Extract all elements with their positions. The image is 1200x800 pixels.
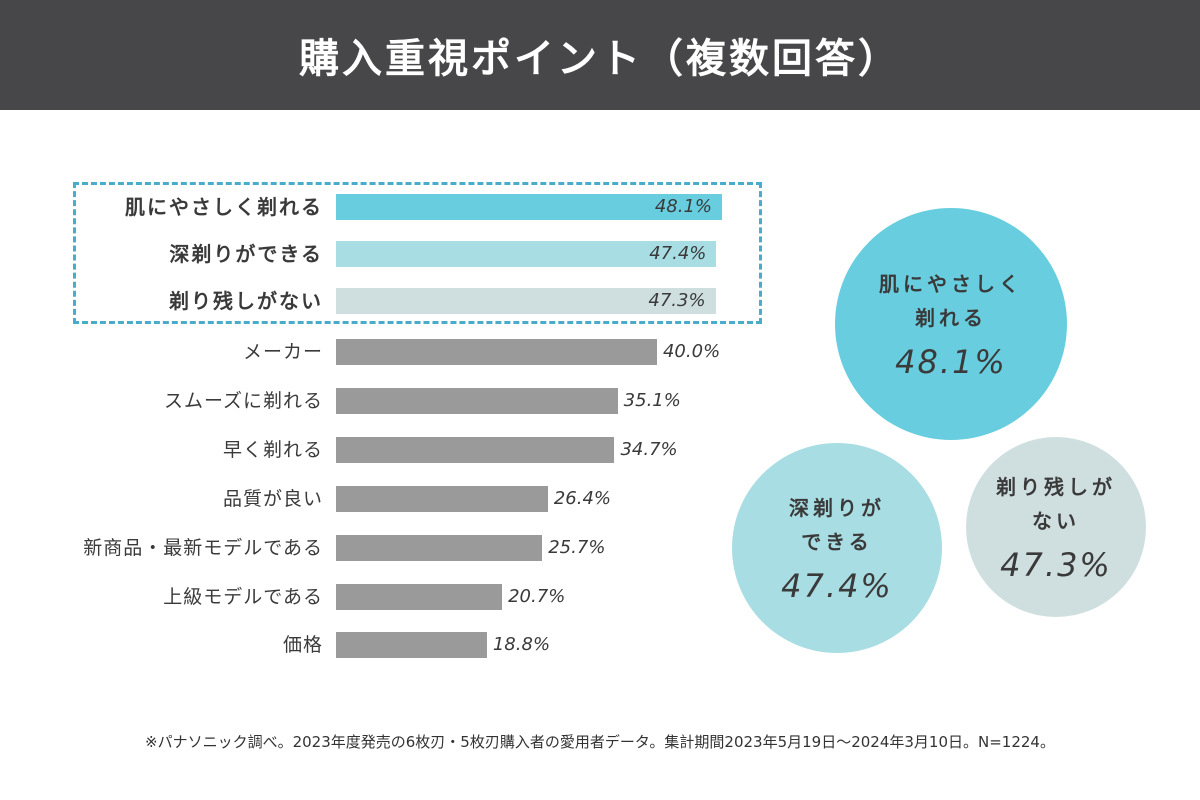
circle-label-line: 肌にやさしく bbox=[879, 272, 1023, 296]
bar-category-label: メーカー bbox=[242, 341, 323, 363]
bar-value-label: 20.7% bbox=[508, 586, 566, 607]
circle-label-line: 剃れる bbox=[915, 306, 987, 330]
bar-category-label: 早く剃れる bbox=[222, 439, 323, 461]
bar-row: 剃り残しがない 47.3% bbox=[0, 288, 760, 314]
top3-highlight-box bbox=[73, 182, 762, 324]
bar-value-label: 34.7% bbox=[620, 439, 678, 460]
header-banner: 購入重視ポイント（複数回答） bbox=[0, 0, 1200, 110]
circle-top2: 深剃りが できる 47.4% bbox=[732, 443, 942, 653]
bar-value-label: 47.4% bbox=[649, 243, 707, 264]
bar-row: 価格 18.8% bbox=[0, 632, 760, 658]
circle-value: 47.3% bbox=[1000, 546, 1112, 584]
circle-value: 48.1% bbox=[895, 343, 1007, 381]
bar-category-label: 肌にやさしく剃れる bbox=[125, 195, 323, 219]
bar-row: メーカー 40.0% bbox=[0, 339, 760, 365]
bar bbox=[336, 632, 487, 658]
bar-row: 上級モデルである 20.7% bbox=[0, 584, 760, 610]
bar bbox=[336, 584, 503, 610]
circle-value: 47.4% bbox=[781, 567, 893, 605]
circle-label-line: 剃り残しが bbox=[996, 475, 1116, 499]
bar bbox=[336, 194, 722, 220]
bar bbox=[336, 535, 543, 561]
circle-label-line: ない bbox=[1032, 509, 1080, 533]
chart-title: 購入重視ポイント（複数回答） bbox=[299, 36, 901, 82]
bar-row: 新商品・最新モデルである 25.7% bbox=[0, 535, 760, 561]
bar-value-label: 18.8% bbox=[492, 634, 551, 655]
bar bbox=[336, 339, 657, 365]
bar-category-label: 上級モデルである bbox=[163, 586, 323, 608]
bar bbox=[336, 388, 618, 414]
bar-value-label: 26.4% bbox=[553, 488, 612, 509]
circle-top3: 剃り残しが ない 47.3% bbox=[966, 437, 1146, 617]
bar-category-label: スムーズに剃れる bbox=[163, 390, 323, 412]
bar-row: スムーズに剃れる 35.1% bbox=[0, 388, 760, 414]
circle-label-line: 深剃りが bbox=[789, 496, 885, 520]
footnote: ※パナソニック調べ。2023年度発売の6枚刃・5枚刃購入者の愛用者データ。集計期… bbox=[145, 733, 1055, 751]
bar-value-label: 40.0% bbox=[662, 341, 721, 362]
bar-row: 深剃りができる 47.4% bbox=[0, 241, 760, 267]
bar-value-label: 48.1% bbox=[654, 196, 712, 217]
bar-row: 肌にやさしく剃れる 48.1% bbox=[0, 194, 760, 220]
bar bbox=[336, 437, 615, 463]
bar-row: 早く剃れる 34.7% bbox=[0, 437, 760, 463]
bar-category-label: 品質が良い bbox=[222, 488, 323, 510]
bar-value-label: 47.3% bbox=[648, 290, 706, 311]
bar-value-label: 35.1% bbox=[623, 390, 681, 411]
bar bbox=[336, 241, 717, 267]
bar-category-label: 剃り残しがない bbox=[169, 289, 323, 313]
bar-category-label: 深剃りができる bbox=[169, 242, 323, 266]
circle-top1: 肌にやさしく 剃れる 48.1% bbox=[835, 208, 1067, 440]
bar-row: 品質が良い 26.4% bbox=[0, 486, 760, 512]
bar bbox=[336, 486, 548, 512]
bar-value-label: 25.7% bbox=[548, 537, 606, 558]
bar bbox=[336, 288, 716, 314]
bar-category-label: 新商品・最新モデルである bbox=[83, 537, 323, 559]
bar-category-label: 価格 bbox=[282, 634, 323, 656]
circle-label-line: できる bbox=[801, 530, 873, 554]
